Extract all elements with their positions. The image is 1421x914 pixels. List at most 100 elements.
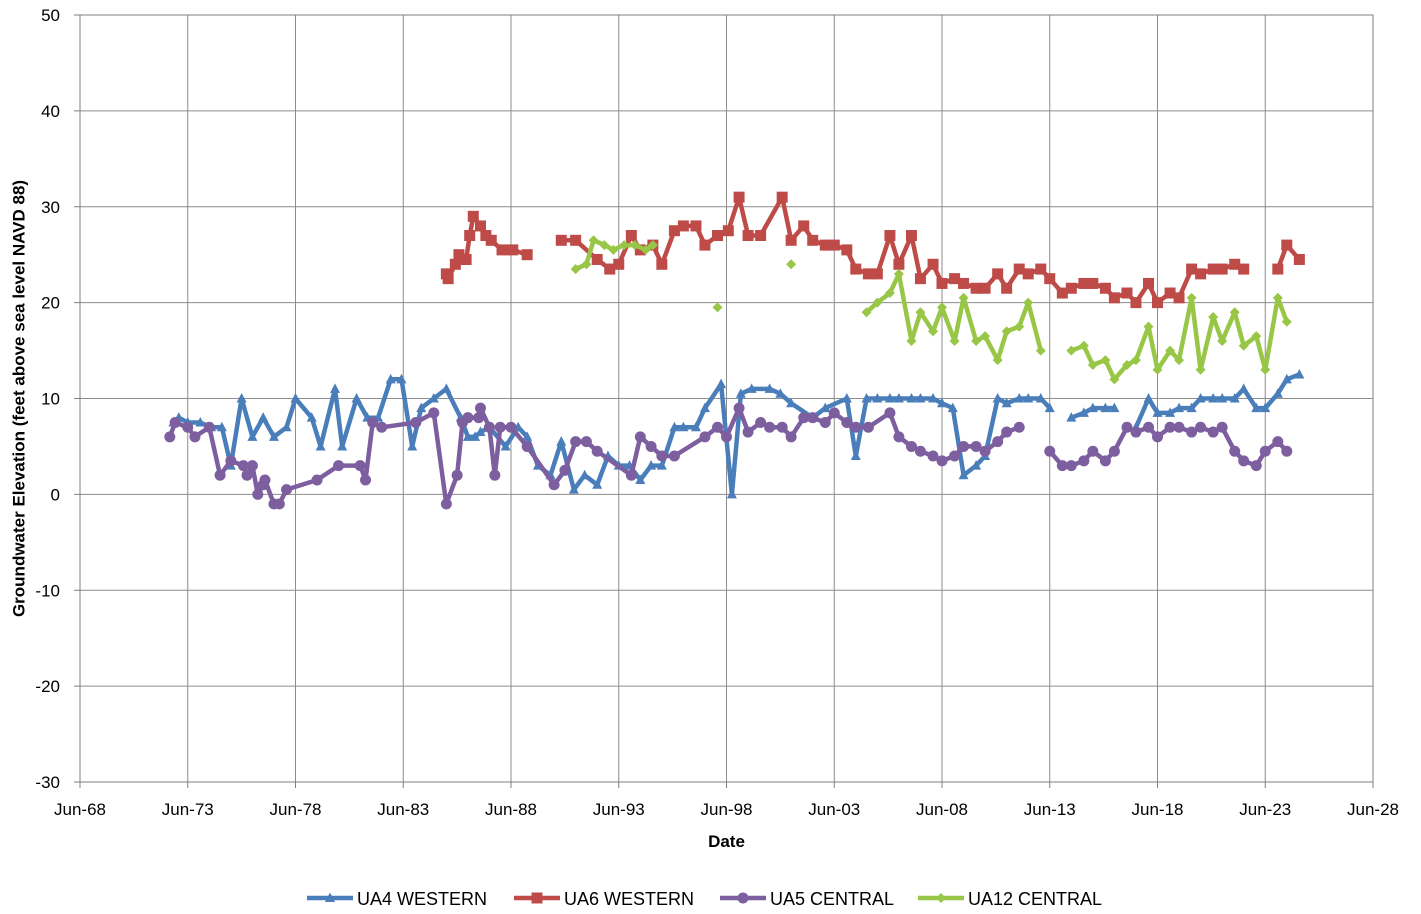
data-point-ua6-western xyxy=(690,220,702,232)
y-tick-label: 20 xyxy=(41,294,60,313)
data-point-ua4-western xyxy=(522,431,533,441)
data-point-ua6-western xyxy=(819,239,831,251)
data-point-ua12-central xyxy=(1014,321,1025,332)
data-point-ua6-western xyxy=(521,249,533,261)
data-point-ua5-central xyxy=(1164,421,1176,433)
data-point-ua6-western xyxy=(733,191,745,203)
series-line-ua12-central xyxy=(864,271,1044,363)
data-point-ua5-central xyxy=(1281,445,1293,457)
legend-swatch-marker xyxy=(737,892,749,904)
data-point-ua6-western xyxy=(970,282,982,294)
data-point-ua4-western xyxy=(1281,373,1292,384)
legend-label: UA6 WESTERN xyxy=(564,889,694,909)
data-point-ua6-western xyxy=(1195,268,1207,280)
data-point-ua6-western xyxy=(936,277,948,289)
data-point-ua4-western xyxy=(1014,393,1025,403)
legend-swatch-marker xyxy=(325,892,335,902)
data-point-ua12-central xyxy=(1174,355,1185,366)
data-point-ua5-central xyxy=(410,416,422,428)
data-point-ua6-western xyxy=(893,258,905,270)
data-point-ua5-central xyxy=(1121,421,1133,433)
data-point-ua6-western xyxy=(1065,282,1077,294)
data-point-ua6-western xyxy=(798,220,810,232)
data-point-ua5-central xyxy=(1108,445,1120,457)
data-point-ua12-central xyxy=(608,244,619,255)
data-point-ua5-central xyxy=(1013,421,1025,433)
data-point-ua12-central xyxy=(949,335,960,346)
data-point-ua4-western xyxy=(1100,402,1111,413)
data-point-ua5-central xyxy=(841,416,853,428)
data-point-ua4-western xyxy=(746,383,757,393)
data-point-ua4-western xyxy=(656,460,667,470)
y-axis-title: Groundwater Elevation (feet above sea le… xyxy=(9,180,28,617)
data-point-ua12-central xyxy=(1023,297,1034,308)
data-point-ua5-central xyxy=(376,421,388,433)
data-point-ua12-central xyxy=(872,297,883,308)
data-point-ua6-western xyxy=(776,191,788,203)
data-point-ua6-western xyxy=(496,244,508,256)
y-tick-label: 40 xyxy=(41,102,60,121)
data-point-ua12-central xyxy=(1066,345,1077,356)
x-tick-label: Jun-88 xyxy=(485,800,537,819)
data-point-ua5-central xyxy=(451,469,463,481)
data-point-ua5-central xyxy=(333,460,345,472)
data-point-ua6-western xyxy=(1164,287,1176,299)
data-point-ua6-western xyxy=(742,230,754,242)
data-point-ua5-central xyxy=(819,416,831,428)
data-point-ua6-western xyxy=(677,220,689,232)
data-series xyxy=(164,191,1305,510)
legend-item-ua5-central: UA5 CENTRAL xyxy=(720,889,894,909)
data-point-ua6-western xyxy=(958,277,970,289)
series-line-ua4-western xyxy=(1133,372,1302,430)
data-point-ua5-central xyxy=(1272,436,1284,448)
data-point-ua12-central xyxy=(1087,359,1098,370)
legend-label: UA5 CENTRAL xyxy=(770,889,894,909)
data-point-ua5-central xyxy=(1044,445,1056,457)
data-point-ua12-central xyxy=(992,355,1003,366)
x-tick-label: Jun-73 xyxy=(162,800,214,819)
data-point-ua4-western xyxy=(841,393,852,403)
data-point-ua5-central xyxy=(505,421,517,433)
data-point-ua6-western xyxy=(722,225,734,237)
data-point-ua4-western xyxy=(928,393,939,403)
legend-item-ua4-western: UA4 WESTERN xyxy=(307,889,487,909)
data-point-ua5-central xyxy=(699,431,711,443)
data-point-ua12-central xyxy=(629,240,640,251)
data-point-ua4-western xyxy=(893,393,904,403)
data-point-ua4-western xyxy=(775,388,786,398)
data-point-ua6-western xyxy=(507,244,519,256)
data-point-ua12-central xyxy=(1035,345,1046,356)
data-point-ua5-central xyxy=(656,450,668,462)
data-point-ua5-central xyxy=(580,436,592,448)
data-point-ua6-western xyxy=(871,268,883,280)
data-point-ua4-western xyxy=(690,421,701,432)
x-tick-label: Jun-98 xyxy=(701,800,753,819)
data-point-ua5-central xyxy=(252,488,264,500)
legend: UA4 WESTERN UA6 WESTERN UA5 CENTRAL UA12 CE… xyxy=(307,889,1102,909)
data-point-ua12-central xyxy=(786,259,797,270)
data-point-ua5-central xyxy=(473,412,485,424)
data-point-ua6-western xyxy=(1173,292,1185,304)
data-point-ua6-western xyxy=(485,234,497,246)
data-point-ua4-western xyxy=(915,393,926,403)
data-point-ua4-western xyxy=(735,388,746,398)
data-point-ua4-western xyxy=(470,431,481,441)
data-point-ua5-central xyxy=(1056,460,1068,472)
data-point-ua6-western xyxy=(1238,263,1250,275)
data-point-ua5-central xyxy=(354,460,366,472)
y-tick-label: 50 xyxy=(41,6,60,25)
data-point-ua6-western xyxy=(1293,253,1305,265)
data-point-ua5-central xyxy=(428,407,440,419)
data-point-ua4-western xyxy=(906,393,917,403)
data-point-ua4-western xyxy=(1251,402,1262,413)
data-point-ua4-western xyxy=(947,402,958,413)
data-point-ua5-central xyxy=(311,474,323,486)
series-ua4-western xyxy=(168,369,1305,499)
data-point-ua12-central xyxy=(588,235,599,246)
data-point-ua6-western xyxy=(841,244,853,256)
data-point-ua6-western xyxy=(1207,263,1219,275)
data-point-ua5-central xyxy=(764,421,776,433)
data-point-ua6-western xyxy=(992,268,1004,280)
data-point-ua12-central xyxy=(928,326,939,337)
